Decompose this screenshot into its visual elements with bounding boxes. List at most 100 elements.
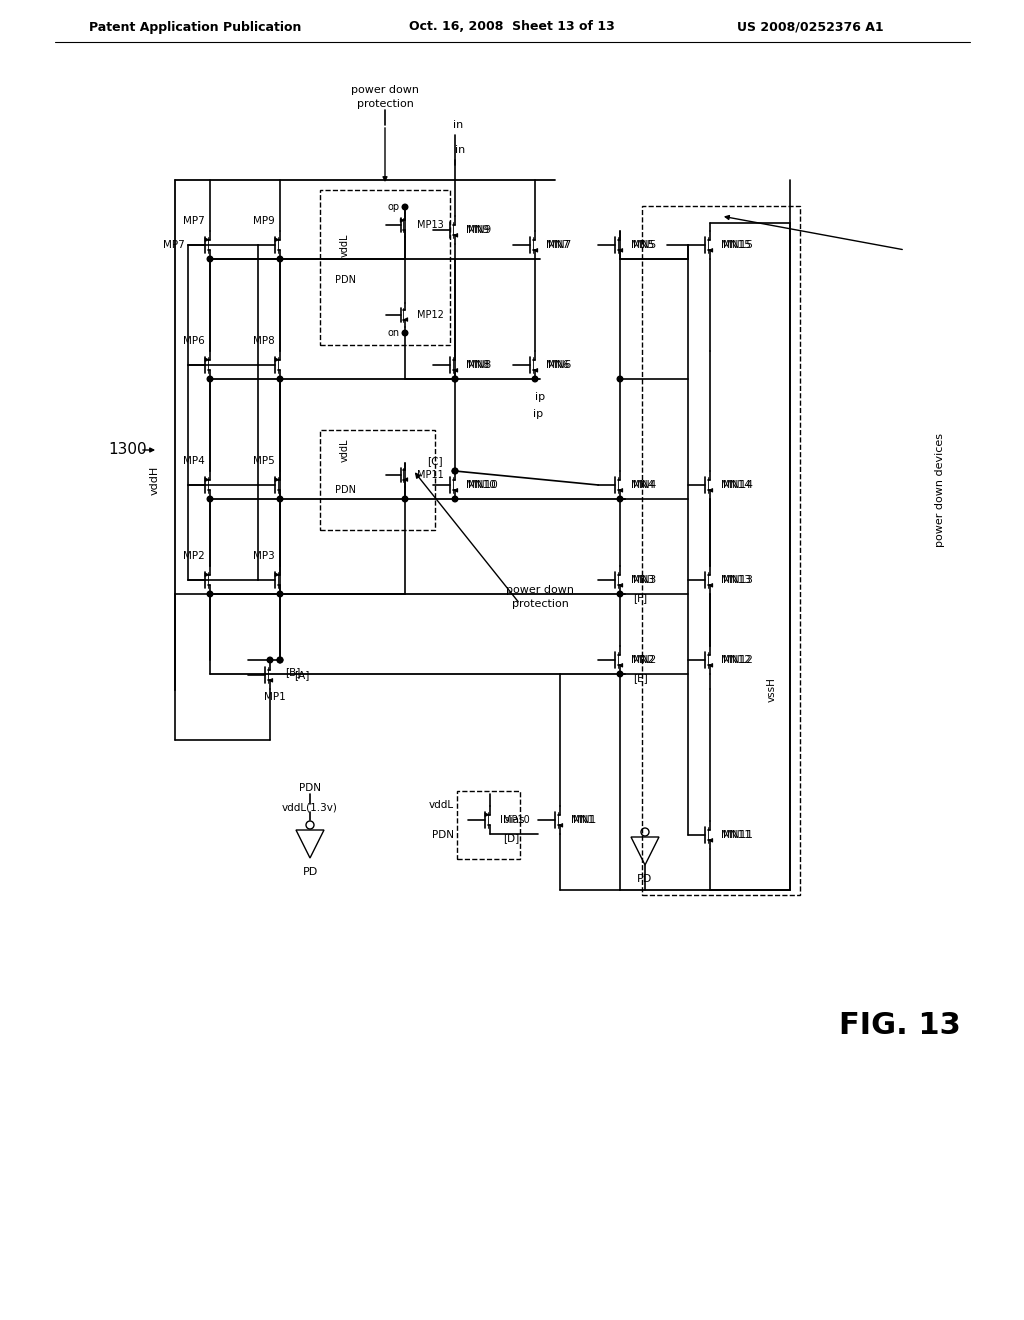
Text: MP9: MP9 <box>253 216 275 226</box>
Text: PDN: PDN <box>299 783 321 793</box>
Text: ip: ip <box>535 392 545 403</box>
Text: PDN: PDN <box>335 275 355 285</box>
Text: MN4: MN4 <box>631 480 654 490</box>
Text: MP7: MP7 <box>183 216 205 226</box>
Text: [C]: [C] <box>427 455 443 466</box>
Text: on: on <box>388 327 400 338</box>
Circle shape <box>207 256 213 261</box>
Text: MN4: MN4 <box>633 480 656 490</box>
Text: in: in <box>455 145 465 154</box>
Text: vddL(1.3v): vddL(1.3v) <box>282 803 338 813</box>
Circle shape <box>532 376 538 381</box>
Circle shape <box>278 657 283 663</box>
Circle shape <box>617 591 623 597</box>
Text: MN14: MN14 <box>721 480 751 490</box>
Text: op: op <box>388 202 400 213</box>
Text: in: in <box>453 120 463 129</box>
Circle shape <box>278 591 283 597</box>
Text: MN8: MN8 <box>468 360 492 370</box>
Text: ip: ip <box>532 409 543 418</box>
Text: MP4: MP4 <box>183 455 205 466</box>
Text: MN3: MN3 <box>633 576 656 585</box>
Text: MN15: MN15 <box>721 240 751 249</box>
Text: MN12: MN12 <box>721 655 751 665</box>
Text: [F]: [F] <box>633 593 647 603</box>
Text: power down: power down <box>506 585 574 595</box>
Text: MP2: MP2 <box>183 550 205 561</box>
Text: [A]: [A] <box>294 671 309 680</box>
Text: MN2: MN2 <box>633 655 656 665</box>
Text: vddL: vddL <box>429 800 455 810</box>
Circle shape <box>617 376 623 381</box>
Circle shape <box>617 496 623 502</box>
Text: [D]: [D] <box>503 833 519 843</box>
Text: MP7: MP7 <box>163 240 184 249</box>
Text: MN10: MN10 <box>466 480 496 490</box>
Text: vddL: vddL <box>340 234 350 257</box>
Circle shape <box>267 657 272 663</box>
Text: MN7: MN7 <box>548 240 571 249</box>
Text: MN1: MN1 <box>571 814 595 825</box>
Text: MN1: MN1 <box>573 814 596 825</box>
Text: MN10: MN10 <box>468 480 498 490</box>
Circle shape <box>453 376 458 381</box>
Circle shape <box>402 496 408 502</box>
Text: MP8: MP8 <box>253 337 275 346</box>
Text: MN9: MN9 <box>466 224 489 235</box>
Text: PDN: PDN <box>432 830 455 840</box>
Text: power down devices: power down devices <box>935 433 945 546</box>
Text: Patent Application Publication: Patent Application Publication <box>89 21 301 33</box>
Text: MN11: MN11 <box>723 830 753 840</box>
Circle shape <box>453 469 458 474</box>
Text: PD: PD <box>637 874 652 884</box>
Text: MP11: MP11 <box>417 470 443 480</box>
Text: MN12: MN12 <box>723 655 753 665</box>
Text: MN6: MN6 <box>546 360 569 370</box>
Circle shape <box>453 496 458 502</box>
Text: MN14: MN14 <box>723 480 753 490</box>
Text: MN8: MN8 <box>466 360 489 370</box>
Text: MP10: MP10 <box>503 814 530 825</box>
Circle shape <box>453 469 458 474</box>
Text: MP12: MP12 <box>417 310 443 319</box>
Circle shape <box>207 376 213 381</box>
Text: PD: PD <box>302 867 317 876</box>
Circle shape <box>402 330 408 335</box>
Circle shape <box>207 591 213 597</box>
Text: vddH: vddH <box>150 466 160 495</box>
Circle shape <box>278 657 283 663</box>
Text: MP13: MP13 <box>417 220 443 230</box>
Bar <box>319 190 450 345</box>
Text: MN9: MN9 <box>468 224 492 235</box>
Text: MP5: MP5 <box>253 455 275 466</box>
Text: MN11: MN11 <box>721 830 751 840</box>
Text: protection: protection <box>512 599 568 609</box>
Text: MN15: MN15 <box>723 240 753 249</box>
Text: FIG. 13: FIG. 13 <box>839 1011 961 1040</box>
Circle shape <box>278 256 283 261</box>
Text: 1300: 1300 <box>109 442 147 458</box>
Bar <box>319 430 435 531</box>
Text: MP1: MP1 <box>264 692 286 702</box>
Text: MN13: MN13 <box>723 576 753 585</box>
Text: MN3: MN3 <box>631 576 654 585</box>
Text: [B]: [B] <box>285 667 300 677</box>
Text: [E]: [E] <box>633 673 648 682</box>
Text: vddL: vddL <box>340 438 350 462</box>
Bar <box>457 791 520 859</box>
Text: MN5: MN5 <box>631 240 654 249</box>
Text: US 2008/0252376 A1: US 2008/0252376 A1 <box>736 21 884 33</box>
Text: PDN: PDN <box>335 484 355 495</box>
Text: Ibias: Ibias <box>500 814 524 825</box>
Text: MP6: MP6 <box>183 337 205 346</box>
Circle shape <box>453 376 458 381</box>
Text: MN2: MN2 <box>631 655 654 665</box>
Circle shape <box>278 496 283 502</box>
Text: Oct. 16, 2008  Sheet 13 of 13: Oct. 16, 2008 Sheet 13 of 13 <box>410 21 614 33</box>
Text: vssH: vssH <box>766 677 776 702</box>
Text: MN6: MN6 <box>548 360 571 370</box>
Text: MP3: MP3 <box>253 550 275 561</box>
Text: protection: protection <box>356 99 414 110</box>
Text: MN5: MN5 <box>633 240 656 249</box>
Text: MN7: MN7 <box>546 240 569 249</box>
